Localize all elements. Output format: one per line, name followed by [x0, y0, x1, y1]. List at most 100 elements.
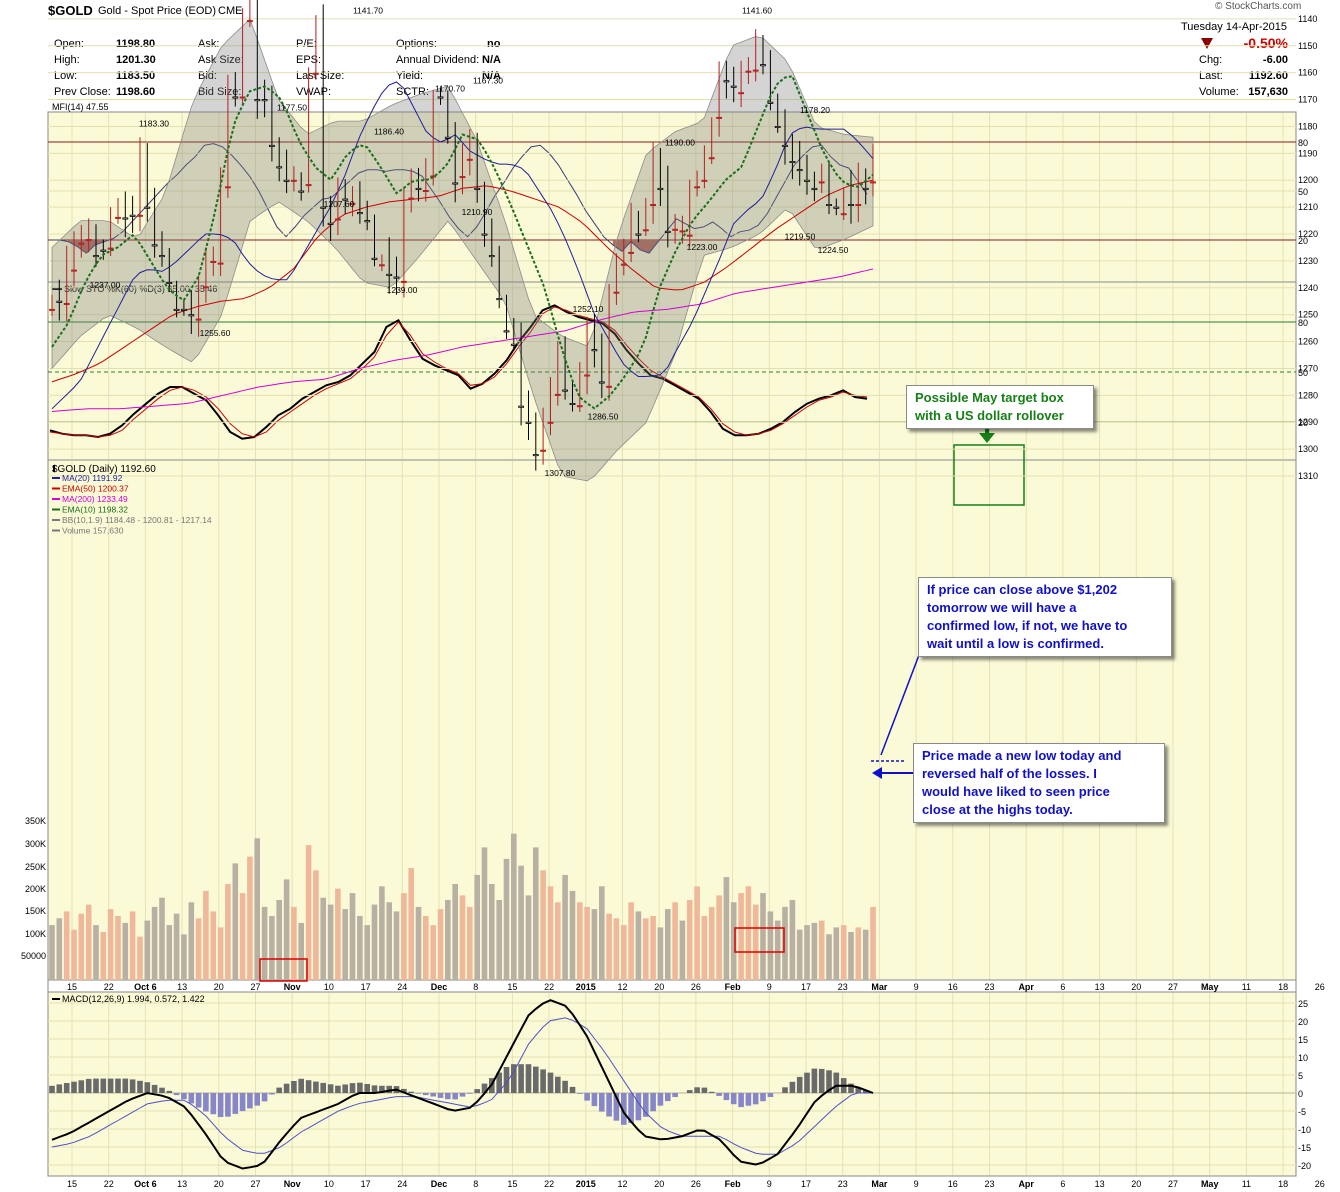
- candle-body: [532, 454, 539, 457]
- macd-histogram-bar: [533, 1066, 539, 1093]
- candle-body: [232, 96, 239, 99]
- price-point-label: 1170.70: [435, 83, 465, 93]
- macd-histogram-bar: [767, 1093, 774, 1097]
- candle-body: [349, 202, 356, 205]
- volume-bar: [269, 916, 275, 980]
- macd-histogram-bar: [577, 1093, 583, 1094]
- candle-body: [151, 244, 158, 247]
- macd-histogram-bar: [745, 1093, 752, 1106]
- macd-histogram-bar: [349, 1083, 356, 1093]
- macd-histogram-bar: [122, 1078, 129, 1093]
- sto-tick-label: 80: [1298, 318, 1308, 328]
- macd-histogram-bar: [313, 1081, 319, 1093]
- macd-histogram-bar: [254, 1093, 260, 1106]
- volume-bar: [811, 922, 818, 980]
- volume-bar: [173, 913, 180, 980]
- candle-body: [562, 389, 568, 392]
- candle-body: [694, 186, 700, 189]
- misc-value: N/A: [482, 54, 501, 66]
- price-point-label: 1167.30: [473, 75, 503, 85]
- volume-bar: [840, 925, 847, 980]
- candle-body: [745, 70, 752, 73]
- volume-bar: [63, 911, 70, 980]
- candle-body: [100, 249, 107, 252]
- right-quote-label: Volume:: [1199, 86, 1239, 98]
- volume-bar: [408, 868, 414, 980]
- macd-histogram-bar: [225, 1093, 231, 1117]
- macd-histogram-bar: [665, 1093, 671, 1102]
- macd-histogram-bar: [217, 1093, 224, 1117]
- volume-bar: [855, 927, 862, 980]
- price-point-label: 1239.00: [387, 285, 418, 295]
- macd-histogram-bar: [562, 1080, 568, 1093]
- volume-bar: [752, 904, 759, 980]
- volume-bar: [774, 920, 781, 980]
- volume-bar: [716, 895, 722, 980]
- right-quote-label: Chg:: [1199, 54, 1223, 66]
- date-label: Mar: [871, 982, 888, 992]
- candle-body: [78, 242, 85, 245]
- macd-histogram-bar: [855, 1087, 862, 1093]
- volume-bar: [56, 918, 63, 980]
- sto-tick-label: 20: [1298, 418, 1308, 428]
- volume-bar: [701, 916, 708, 980]
- date-label: 23: [838, 982, 848, 992]
- volume-bar: [437, 909, 444, 980]
- macd-histogram-bar: [716, 1093, 722, 1096]
- date-label: 26: [691, 982, 701, 992]
- candle-body: [261, 99, 268, 102]
- volume-bar: [261, 906, 268, 980]
- volume-bar: [430, 925, 436, 980]
- macd-histogram-bar: [833, 1072, 840, 1093]
- volume-bar: [613, 918, 620, 980]
- fundamental-label: VWAP:: [296, 86, 332, 98]
- volume-tick-label: 350K: [25, 816, 46, 826]
- volume-bar: [723, 877, 730, 980]
- macd-histogram-bar: [415, 1093, 422, 1094]
- candle-body: [752, 69, 759, 72]
- macd-histogram-bar: [188, 1093, 195, 1104]
- candle-body: [760, 64, 766, 67]
- volume-bar: [203, 890, 209, 980]
- volume-tick-label: 50000: [21, 951, 46, 961]
- macd-histogram-bar: [283, 1083, 290, 1093]
- price-tick-label: 1140: [1298, 14, 1317, 24]
- macd-tick-label: 5: [1298, 1071, 1303, 1081]
- price-point-label: 1255.60: [200, 328, 231, 338]
- macd-tick-label: -15: [1298, 1143, 1311, 1153]
- volume-bar: [305, 845, 312, 980]
- volume-bar: [107, 909, 114, 980]
- date-label-bottom: Feb: [725, 1179, 742, 1189]
- target-box-annotation: Possible May target box with a US dollar…: [906, 385, 1094, 429]
- macd-histogram-bar: [848, 1083, 854, 1093]
- date-label: 6: [1060, 982, 1065, 992]
- date-label-bottom: Mar: [871, 1179, 888, 1189]
- candle-body: [730, 85, 737, 88]
- volume-bar: [789, 900, 796, 980]
- macd-histogram-bar: [371, 1085, 378, 1093]
- date-label: 20: [654, 982, 664, 992]
- date-label-bottom: 12: [617, 1179, 627, 1189]
- volume-bar: [122, 922, 129, 980]
- volume-bar: [283, 879, 290, 980]
- price-tick-label: 1310: [1298, 471, 1318, 481]
- macd-histogram-bar: [599, 1093, 605, 1112]
- price-tick-label: 1260: [1298, 337, 1318, 347]
- macd-histogram-bar: [672, 1093, 678, 1097]
- candle-body: [510, 343, 517, 346]
- mfi-title: MFI(14) 47.55: [52, 102, 109, 112]
- volume-bar: [467, 906, 473, 980]
- down-arrow-icon: [1201, 38, 1213, 49]
- macd-histogram-bar: [635, 1093, 642, 1121]
- volume-bar: [276, 900, 282, 980]
- volume-bar: [298, 922, 304, 980]
- price-tick-label: 1240: [1298, 283, 1318, 293]
- candle-body: [774, 126, 781, 129]
- macd-histogram-bar: [481, 1083, 488, 1093]
- candle-body: [356, 212, 363, 215]
- candle-body: [789, 160, 796, 163]
- candle-body: [115, 216, 121, 219]
- volume-bar: [415, 906, 422, 980]
- macd-histogram-bar: [203, 1093, 209, 1112]
- volume-bar: [459, 895, 466, 980]
